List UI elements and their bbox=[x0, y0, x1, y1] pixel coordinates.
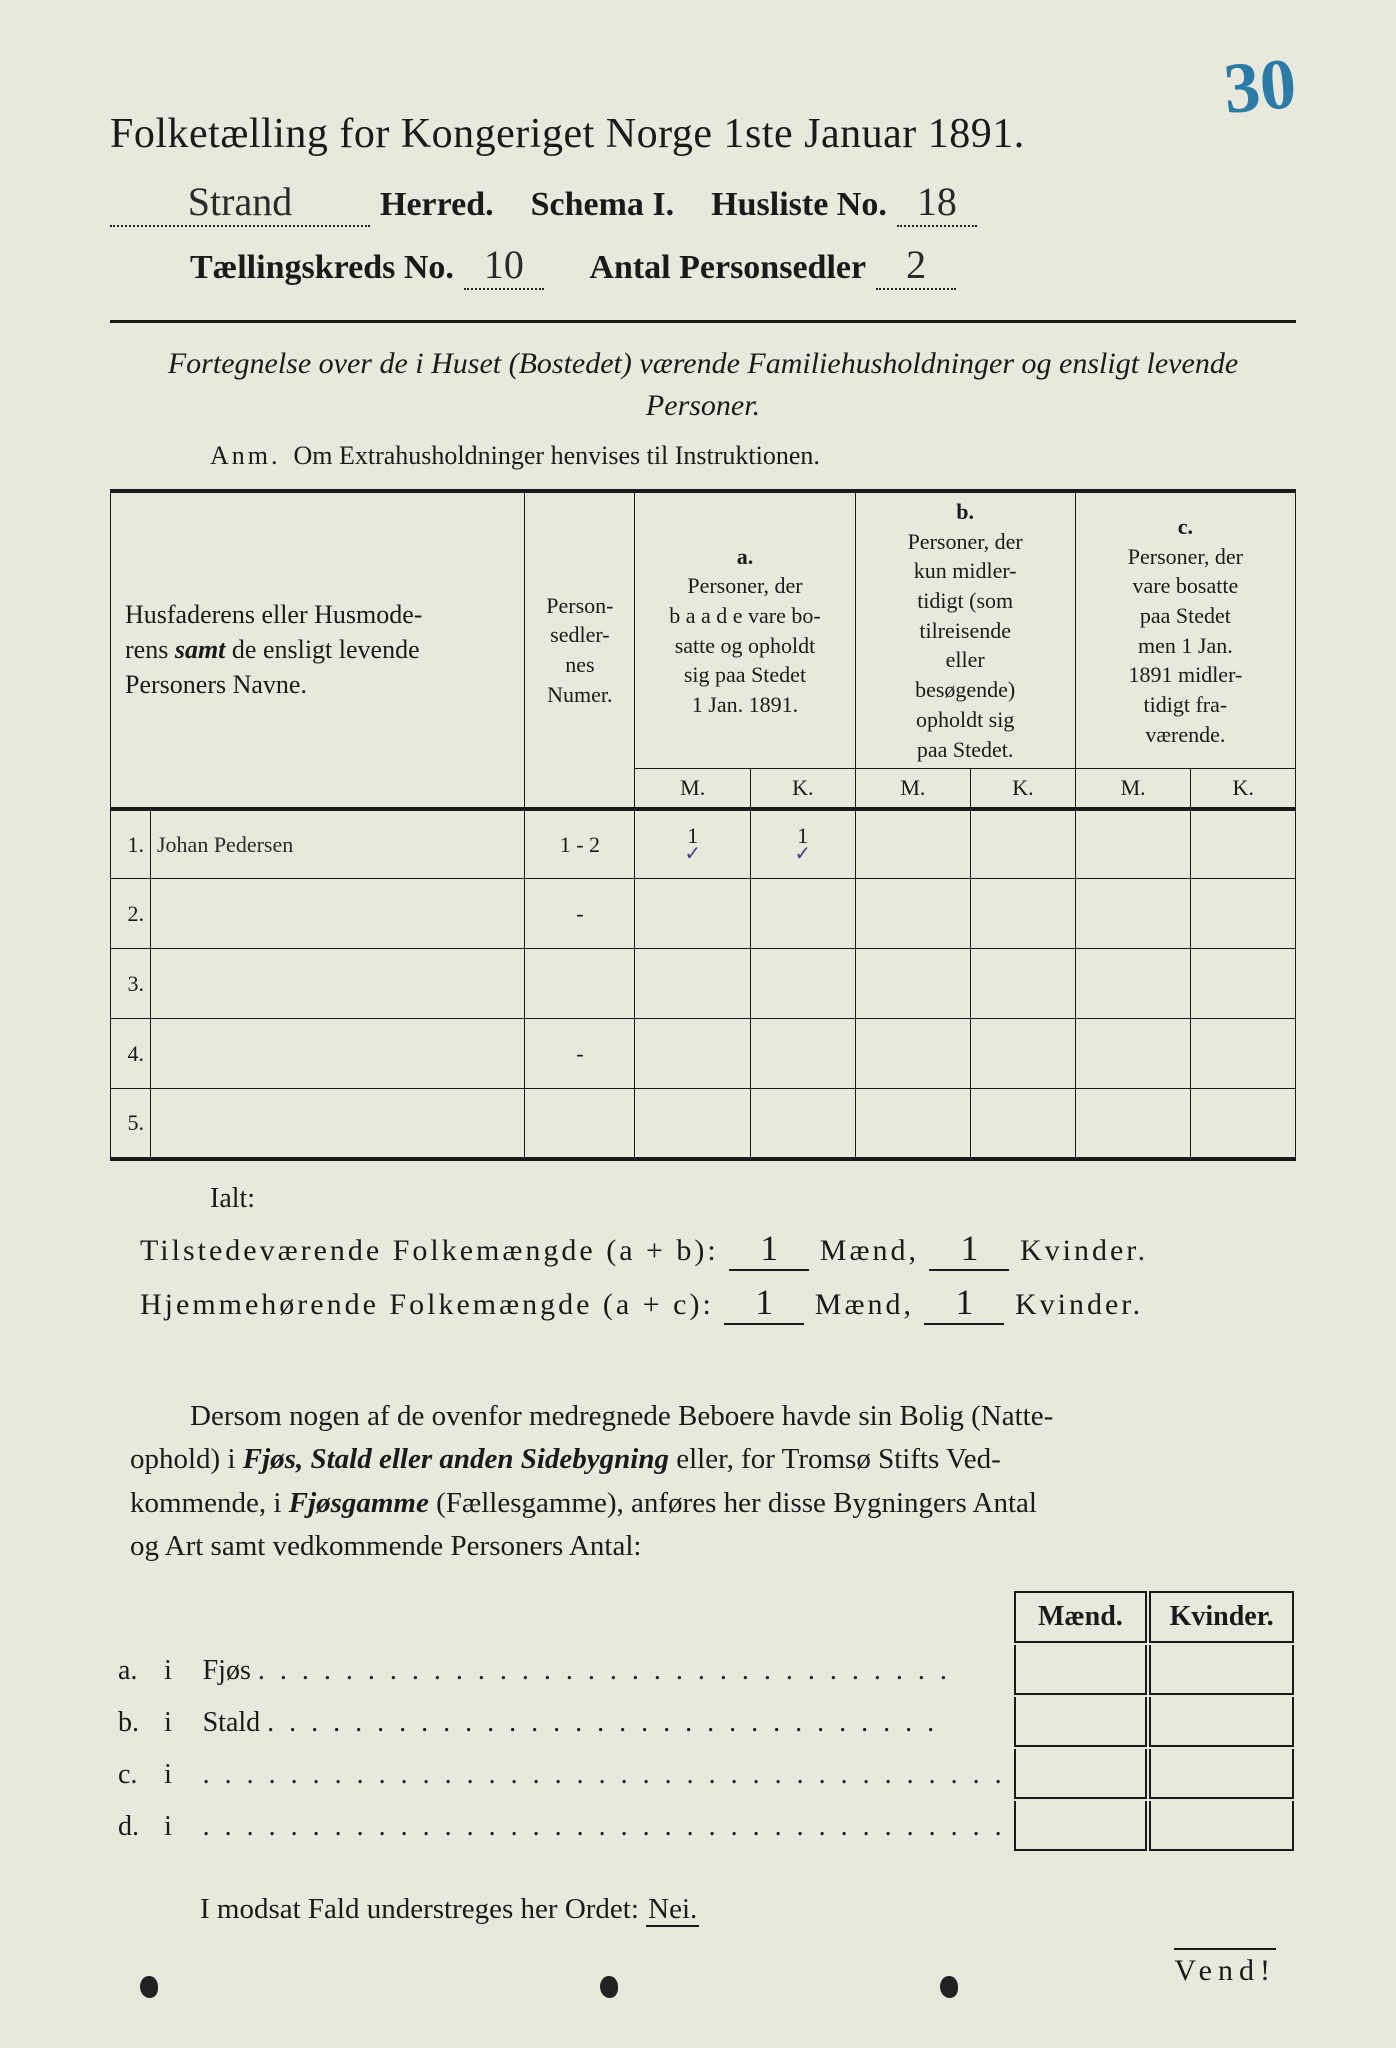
header-row-kreds: Tællingskreds No. 10 Antal Personsedler … bbox=[190, 241, 1296, 290]
header-row-herred: Strand Herred. Schema I. Husliste No. 18 bbox=[110, 178, 1296, 227]
person-name: Johan Pedersen bbox=[151, 809, 525, 879]
c-k-cell bbox=[1191, 809, 1296, 879]
present-women: 1 bbox=[929, 1227, 1009, 1271]
numer-cell: - bbox=[525, 1019, 635, 1089]
col-a-k: K. bbox=[751, 769, 856, 809]
final-instruction: I modsat Fald understreges her Ordet: Ne… bbox=[200, 1893, 1296, 1926]
col-b-k: K. bbox=[971, 769, 1076, 809]
col-a-m: M. bbox=[635, 769, 751, 809]
col-c-m: M. bbox=[1075, 769, 1191, 809]
col-a-text: Personer, derb a a d e vare bo-satte og … bbox=[669, 573, 820, 717]
lower-row: a. i Fjøs . . . . . . . . . . . . . . . … bbox=[112, 1645, 1294, 1695]
col-name-head: Husfaderens eller Husmode-rens samt de e… bbox=[125, 600, 422, 699]
schema-label: Schema I. bbox=[531, 186, 675, 224]
numer-cell: 1 - 2 bbox=[525, 809, 635, 879]
personsedler-number: 2 bbox=[876, 241, 956, 290]
paragraph-instruction: Dersom nogen af de ovenfor medregnede Be… bbox=[130, 1395, 1276, 1569]
lower-row: c. i . . . . . . . . . . . . . . . . . .… bbox=[112, 1749, 1294, 1799]
table-row: 1. Johan Pedersen 1 - 2 1 ✓ 1 ✓ bbox=[111, 809, 1296, 879]
col-c-text: Personer, dervare bosattepaa Stedetmen 1… bbox=[1128, 544, 1243, 747]
vend-label: Vend! bbox=[1174, 1948, 1276, 1988]
main-table: Husfaderens eller Husmode-rens samt de e… bbox=[110, 489, 1296, 1161]
resident-men: 1 bbox=[724, 1281, 804, 1325]
summary-resident: Hjemmehørende Folkemængde (a + c): 1 Mæn… bbox=[140, 1281, 1296, 1325]
ink-smudge bbox=[600, 1976, 618, 1998]
c-m-cell bbox=[1075, 809, 1191, 879]
subtitle: Fortegnelse over de i Huset (Bostedet) v… bbox=[150, 343, 1256, 427]
kreds-number: 10 bbox=[464, 241, 544, 290]
present-men: 1 bbox=[729, 1227, 809, 1271]
summary-present: Tilstedeværende Folkemængde (a + b): 1 M… bbox=[140, 1227, 1296, 1271]
col-numer-head: Person-sedler-nesNumer. bbox=[525, 491, 635, 809]
numer-cell: - bbox=[525, 879, 635, 949]
b-k-cell bbox=[971, 809, 1076, 879]
col-a-letter: a. bbox=[737, 544, 754, 569]
husliste-label: Husliste No. bbox=[711, 186, 887, 224]
page-number-annotation: 30 bbox=[1221, 42, 1300, 131]
personsedler-label: Antal Personsedler bbox=[589, 249, 866, 287]
person-name bbox=[151, 879, 525, 949]
anm-text: Om Extrahusholdninger henvises til Instr… bbox=[294, 441, 820, 470]
ink-smudge bbox=[940, 1976, 958, 1998]
divider bbox=[110, 320, 1296, 323]
lower-men-head: Mænd. bbox=[1014, 1591, 1148, 1643]
row-number: 3. bbox=[111, 949, 151, 1019]
table-row: 2. - bbox=[111, 879, 1296, 949]
numer-cell bbox=[525, 949, 635, 1019]
table-row: 5. bbox=[111, 1089, 1296, 1159]
b-m-cell bbox=[855, 809, 971, 879]
table-row: 3. bbox=[111, 949, 1296, 1019]
col-c-letter: c. bbox=[1178, 514, 1193, 539]
lower-row: b. i Stald . . . . . . . . . . . . . . .… bbox=[112, 1697, 1294, 1747]
anm-label: Anm. bbox=[210, 441, 281, 470]
anm-note: Anm. Om Extrahusholdninger henvises til … bbox=[210, 441, 1296, 471]
a-m-cell: 1 ✓ bbox=[635, 809, 751, 879]
lower-women-head: Kvinder. bbox=[1149, 1591, 1294, 1643]
row-number: 4. bbox=[111, 1019, 151, 1089]
herred-label: Herred. bbox=[380, 186, 494, 224]
row-number: 5. bbox=[111, 1089, 151, 1159]
nei-word: Nei. bbox=[646, 1893, 699, 1927]
numer-cell bbox=[525, 1089, 635, 1159]
col-b-m: M. bbox=[855, 769, 971, 809]
resident-women: 1 bbox=[924, 1281, 1004, 1325]
kreds-label: Tællingskreds No. bbox=[190, 249, 454, 287]
col-b-letter: b. bbox=[956, 499, 974, 524]
table-row: 4. - bbox=[111, 1019, 1296, 1089]
col-b-text: Personer, derkun midler-tidigt (somtilre… bbox=[908, 529, 1023, 762]
herred-name-handwritten: Strand bbox=[110, 178, 370, 227]
lower-row: d. i . . . . . . . . . . . . . . . . . .… bbox=[112, 1801, 1294, 1851]
col-c-k: K. bbox=[1191, 769, 1296, 809]
lower-table: Mænd. Kvinder. a. i Fjøs . . . . . . . .… bbox=[110, 1589, 1296, 1853]
document-title: Folketælling for Kongeriget Norge 1ste J… bbox=[110, 110, 1296, 158]
row-number: 1. bbox=[111, 809, 151, 879]
ink-smudge bbox=[140, 1976, 158, 1998]
row-number: 2. bbox=[111, 879, 151, 949]
ialt-label: Ialt: bbox=[210, 1183, 1296, 1215]
husliste-number: 18 bbox=[897, 178, 977, 227]
a-k-cell: 1 ✓ bbox=[751, 809, 856, 879]
